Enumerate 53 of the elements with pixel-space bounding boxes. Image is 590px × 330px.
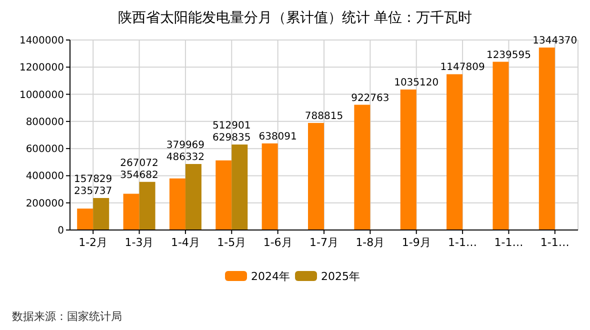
y-tick-label: 600000 xyxy=(26,144,64,156)
data-label: 1147809 xyxy=(440,62,485,74)
bar xyxy=(262,143,278,230)
legend-label: 2024年 xyxy=(251,270,290,283)
bar xyxy=(169,178,186,230)
y-tick-label: 200000 xyxy=(26,198,64,210)
x-tick-label: 1-6月 xyxy=(263,236,292,249)
x-tick-label: 1-9月 xyxy=(402,236,431,249)
y-tick-label: 1400000 xyxy=(19,36,64,46)
data-label: 354682 xyxy=(120,170,158,181)
data-label: 1035120 xyxy=(394,78,439,89)
data-label: 1344370 xyxy=(532,36,578,47)
y-tick-label: 1000000 xyxy=(19,90,64,101)
bar xyxy=(492,62,509,230)
x-tick-label: 1-3月 xyxy=(124,236,154,249)
data-label: 486332 xyxy=(166,152,205,163)
bar xyxy=(354,104,370,230)
x-tick-label: 1-1… xyxy=(540,236,570,249)
bar xyxy=(185,164,202,230)
data-label: 1239595 xyxy=(486,50,531,61)
data-label: 629835 xyxy=(212,132,251,144)
source-note: 数据来源：国家统计局 xyxy=(12,310,122,323)
y-tick-label: 1200000 xyxy=(19,62,64,74)
data-label: 788815 xyxy=(304,110,344,122)
x-tick-label: 1-8月 xyxy=(356,236,385,249)
bar xyxy=(400,90,416,230)
bar xyxy=(446,74,463,230)
bar xyxy=(93,198,110,230)
data-label: 235737 xyxy=(74,186,112,198)
bar xyxy=(139,182,156,230)
bar xyxy=(216,160,232,230)
bar xyxy=(308,122,324,230)
data-label: 922763 xyxy=(351,92,390,104)
data-label: 638091 xyxy=(258,131,297,142)
legend-label: 2025年 xyxy=(321,270,360,283)
bar xyxy=(123,194,140,230)
x-tick-label: 1-7月 xyxy=(310,236,338,249)
data-label: 267072 xyxy=(120,158,158,169)
y-tick-label: 0 xyxy=(58,226,64,236)
data-label: 157829 xyxy=(74,174,112,186)
x-tick-label: 1-1… xyxy=(494,236,524,249)
data-label: 379969 xyxy=(166,140,205,151)
bar xyxy=(538,48,555,230)
data-label: 512901 xyxy=(212,120,251,132)
y-tick-label: 800000 xyxy=(26,116,64,128)
chart-title: 陕西省太阳能发电量分月（累计值）统计 单位：万千瓦时 xyxy=(118,10,472,26)
bar xyxy=(232,144,248,230)
x-tick-label: 1-2月 xyxy=(78,236,108,249)
y-tick-label: 400000 xyxy=(26,171,64,182)
bar xyxy=(77,208,94,230)
x-tick-label: 1-1… xyxy=(448,236,478,249)
x-tick-label: 1-4月 xyxy=(170,236,200,249)
x-tick-label: 1-5月 xyxy=(217,236,246,249)
